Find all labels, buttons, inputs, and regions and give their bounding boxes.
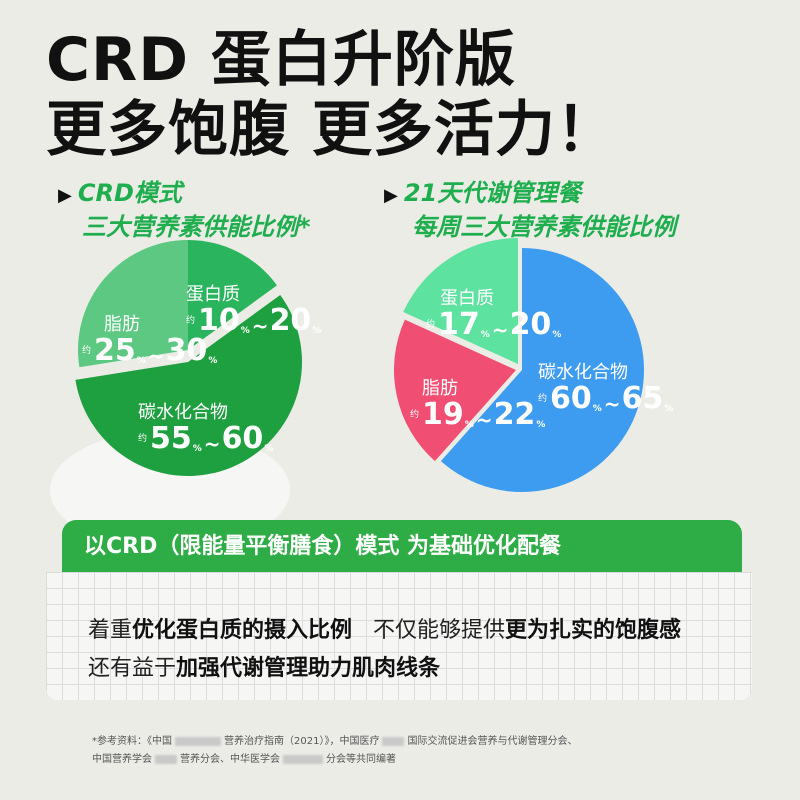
- left-pie-slices: [75, 240, 302, 476]
- redacted-block: [283, 754, 323, 764]
- redacted-block: [382, 736, 405, 746]
- headline-line1: CRD 蛋白升阶版: [46, 25, 516, 95]
- info-card: [46, 572, 752, 700]
- pie-slice-carb: [440, 248, 644, 492]
- card-line2: 还有益于加强代谢管理助力肌肉线条: [88, 656, 441, 681]
- right-label-carb: 碳水化合物 约 60% ~65%: [538, 362, 674, 416]
- redacted-block: [155, 754, 177, 764]
- play-triangle-icon: ▶: [384, 185, 398, 206]
- redacted-block: [175, 736, 221, 746]
- footnote-line2: 中国营养学会 营养分会、中华医学会 分会等共同编著: [92, 754, 396, 765]
- left-pie-chart: [50, 240, 302, 530]
- banner-text: 以CRD（限能量平衡膳食）模式 为基础优化配餐: [84, 534, 562, 559]
- right-title-line1: ▶ 21天代谢管理餐: [384, 179, 582, 207]
- play-triangle-icon: ▶: [58, 185, 72, 206]
- headline-line2: 更多饱腹 更多活力！: [46, 95, 617, 165]
- footnote-line1: *参考资料：《中国 营养治疗指南（2021）》，中国医疗 国际交流促进会营养与代谢管…: [92, 736, 578, 747]
- right-pie-chart: [394, 238, 644, 492]
- pie-slice-fat: [78, 240, 188, 368]
- left-label-carb: 碳水化合物 约 55% ~60%: [138, 402, 274, 456]
- banner: [62, 520, 742, 572]
- left-title-line1: ▶ CRD模式: [58, 179, 182, 207]
- pie-slice-fat: [394, 319, 516, 462]
- right-label-protein: 蛋白质 约 17% ~20%: [426, 288, 562, 342]
- pie-slice-carb: [75, 294, 302, 476]
- right-label-fat: 脂肪 约 19% ~22%: [410, 378, 546, 432]
- left-label-protein: 蛋白质 约 10% ~20%: [186, 284, 322, 338]
- left-label-fat: 脂肪 约 25% ~30%: [82, 314, 218, 368]
- card-line1: 着重优化蛋白质的摄入比例 不仅能够提供更为扎实的饱腹感: [88, 618, 682, 643]
- pie-slice-protein: [403, 238, 518, 364]
- right-title-line2: 每周三大营养素供能比例: [412, 213, 676, 241]
- left-title-line2: 三大营养素供能比例*: [82, 213, 311, 241]
- pie-slice-protein: [188, 240, 277, 350]
